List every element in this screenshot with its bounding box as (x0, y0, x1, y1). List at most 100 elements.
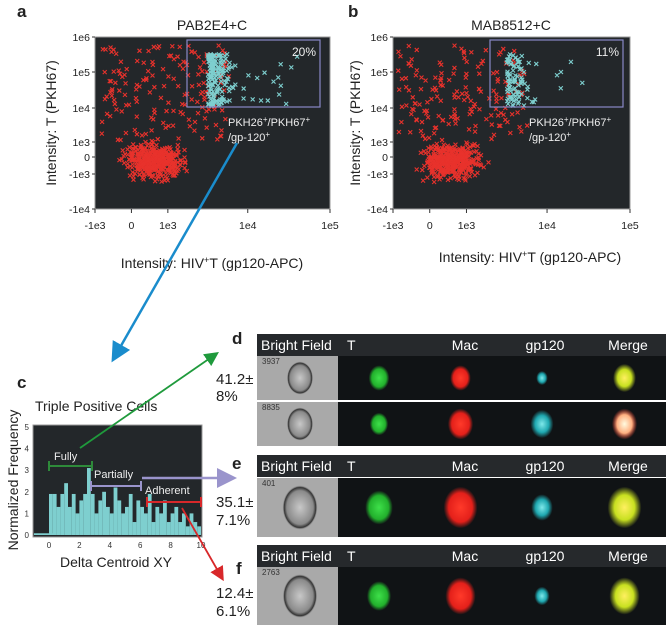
scatter-point-negative (156, 173, 161, 179)
scatter-point-negative (121, 160, 127, 166)
scatter-point-positive (511, 98, 517, 104)
scatter-point-negative (433, 163, 438, 169)
scatter-point-positive (518, 79, 524, 84)
scatter-point-positive (507, 77, 513, 82)
scatter-point-positive (511, 64, 517, 69)
column-header: T (347, 458, 356, 474)
scatter-point-negative (448, 175, 454, 181)
scatter-point-negative (419, 167, 425, 173)
scatter-point-negative (503, 79, 508, 85)
scatter-point-negative (182, 147, 187, 153)
scatter-point-negative (420, 133, 426, 139)
arrow-blue (111, 142, 239, 363)
column-header: Bright Field (261, 458, 332, 474)
y-tick-label: 1e5 (72, 67, 90, 79)
scatter-point-negative (117, 71, 123, 77)
panel-e: e Bright Field T Mac gp120 Merge 401 35.1± 7.… (216, 454, 666, 537)
percent-line2: 8% (216, 388, 238, 405)
scatter-point-negative (472, 129, 478, 134)
scatter-point-negative (460, 155, 466, 161)
scatter-point-negative (445, 143, 451, 149)
scatter-point-positive (516, 89, 521, 95)
scatter-point-negative (159, 150, 164, 156)
scatter-point-positive (254, 75, 260, 81)
scatter-point-negative (463, 75, 469, 81)
scatter-point-negative (493, 92, 499, 97)
x-tick-label: 1e3 (458, 220, 476, 232)
scatter-point-negative (468, 165, 474, 171)
histogram-bar (75, 513, 80, 535)
scatter-point-positive (513, 55, 519, 61)
y-tick-labels: 0 1 2 3 4 5 (25, 423, 30, 540)
scatter-point-negative (449, 157, 454, 162)
y-axis-label: Intensity: T (PKH67) (347, 60, 363, 186)
y-tick-label: -1e3 (367, 169, 388, 181)
x-tick-label: 1e3 (159, 220, 177, 232)
scatter-point-negative (146, 164, 152, 170)
scatter-point-negative (162, 178, 168, 183)
y-tick-label: 1e4 (370, 103, 388, 115)
scatter-point-negative (449, 144, 454, 150)
scatter-point-negative (150, 165, 156, 170)
scatter-point-negative (461, 50, 467, 56)
scatter-point-negative (403, 75, 409, 81)
scatter-point-negative (414, 68, 420, 73)
histogram-bar (136, 500, 141, 535)
scatter-point-positive (218, 78, 224, 84)
scatter-point-negative (431, 153, 437, 159)
scatter-point-positive (271, 79, 276, 84)
scatter-point-negative (496, 123, 502, 129)
x-tick-label: 1e4 (538, 220, 556, 232)
scatter-point-positive (505, 69, 510, 75)
scatter-point-negative (122, 72, 127, 78)
scatter-point-negative (507, 130, 513, 136)
scatter-point-negative (425, 115, 431, 120)
scatter-point-negative (478, 163, 484, 168)
histogram-bar (109, 513, 114, 535)
scatter-point-negative (111, 97, 117, 103)
scatter-point-negative (123, 130, 129, 136)
scatter-point-negative (220, 48, 226, 53)
scatter-point-negative (452, 43, 457, 48)
scatter-point-negative (192, 119, 198, 125)
y-tick-label: 3 (25, 466, 30, 475)
scatter-point-negative (177, 158, 183, 164)
scatter-point-positive (510, 68, 516, 73)
scatter-point-negative (116, 68, 122, 74)
y-tick-label: 1e6 (72, 32, 90, 44)
scatter-point-negative (148, 151, 154, 157)
scatter-point-negative (467, 144, 473, 150)
t-channel-image (365, 490, 393, 525)
scatter-point-positive (515, 64, 521, 69)
gp120-channel-image (536, 370, 548, 386)
scatter-point-positive (532, 97, 538, 102)
scatter-point-positive (511, 87, 517, 92)
x-axis-label: Intensity: HIV+T (gp120-APC) (121, 255, 303, 271)
histogram-bar (144, 513, 148, 535)
scatter-point-negative (134, 131, 140, 137)
scatter-point-negative (431, 149, 437, 155)
scatter-point-negative (475, 170, 480, 176)
scatter-point-negative (178, 109, 184, 115)
scatter-point-negative (481, 164, 487, 170)
scatter-point-positive (522, 81, 528, 86)
scatter-point-negative (499, 95, 504, 101)
column-header: T (347, 548, 356, 564)
scatter-point-positive (215, 66, 221, 71)
scatter-point-negative (112, 101, 118, 107)
scatter-point-negative (206, 107, 212, 112)
scatter-point-negative (154, 163, 160, 169)
scatter-point-negative (135, 167, 141, 173)
scatter-point-positive (232, 82, 238, 88)
scatter-point-negative (413, 72, 419, 78)
scatter-point-positive (554, 72, 560, 78)
scatter-point-negative (460, 159, 466, 165)
scatter-point-negative (192, 50, 198, 55)
scatter-point-negative (489, 122, 495, 127)
image-strip: Bright Field T Mac gp120 Merge 401 (257, 455, 666, 537)
scatter-point-negative (169, 150, 174, 156)
histogram-bar (113, 487, 118, 535)
cell-id: 2763 (262, 568, 280, 577)
scatter-point-negative (111, 69, 117, 75)
